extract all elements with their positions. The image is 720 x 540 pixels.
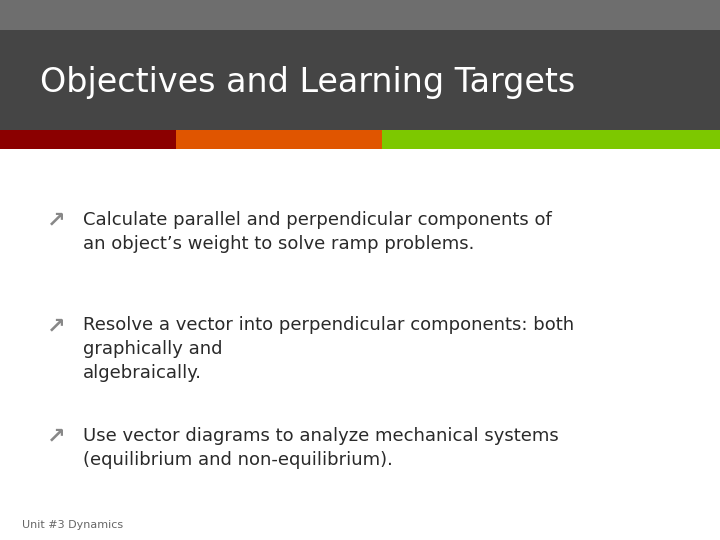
Text: Use vector diagrams to analyze mechanical systems
(equilibrium and non-equilibri: Use vector diagrams to analyze mechanica… bbox=[83, 427, 559, 469]
Bar bbox=[0, 130, 176, 148]
Bar bbox=[176, 130, 382, 148]
Bar bbox=[382, 130, 720, 148]
Text: Objectives and Learning Targets: Objectives and Learning Targets bbox=[40, 65, 575, 99]
Text: ↗: ↗ bbox=[47, 316, 66, 336]
Bar bbox=[0, 30, 720, 130]
Text: ↗: ↗ bbox=[47, 211, 66, 231]
Text: Calculate parallel and perpendicular components of
an object’s weight to solve r: Calculate parallel and perpendicular com… bbox=[83, 211, 552, 253]
Text: Resolve a vector into perpendicular components: both
graphically and
algebraical: Resolve a vector into perpendicular comp… bbox=[83, 316, 574, 382]
Text: Unit #3 Dynamics: Unit #3 Dynamics bbox=[22, 520, 122, 530]
Bar bbox=[0, 0, 720, 30]
Text: ↗: ↗ bbox=[47, 427, 66, 447]
